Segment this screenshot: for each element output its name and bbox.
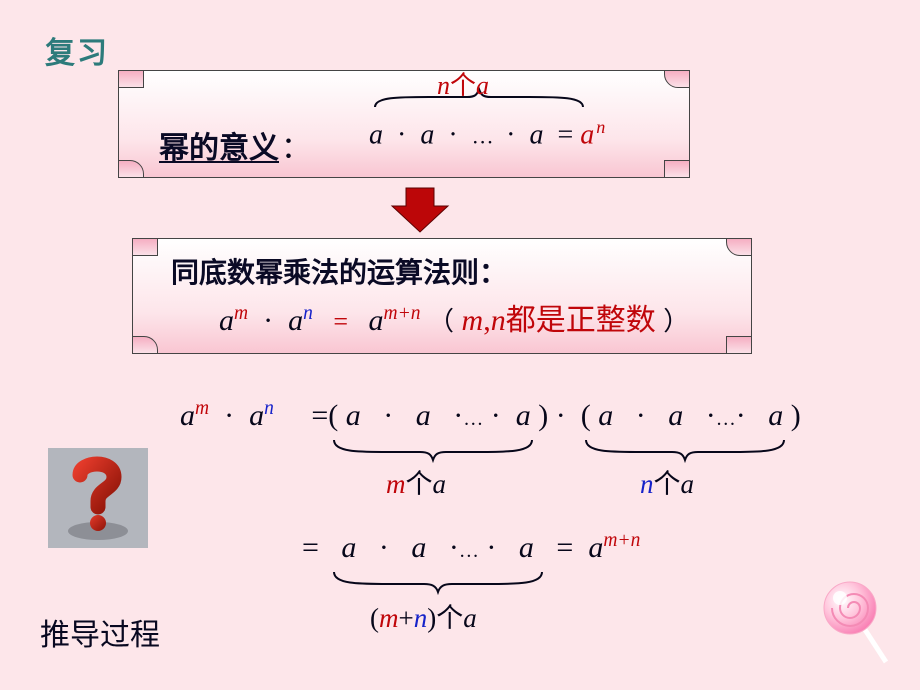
scroll1-label: 幂的意义 xyxy=(159,123,279,167)
underbrace-n xyxy=(580,436,790,464)
proof-line1: am · an =( a · a ·… · a ) · ( a · a ·…· … xyxy=(180,398,801,433)
down-arrow-icon xyxy=(390,186,450,234)
derive-label: 推导过程 xyxy=(40,610,160,654)
scroll2-formula: am · an = am+n （ m,n都是正整数 ） xyxy=(219,295,689,339)
scroll-same-base-rule: 同底数幂乘法的运算法则： am · an = am+n （ m,n都是正整数 ） xyxy=(132,238,752,354)
scroll-power-meaning: n个a 幂的意义 ： a · a · … · a = an xyxy=(118,70,690,178)
slide-title: 复习 xyxy=(45,28,109,72)
underbrace-n-label: n个a xyxy=(640,462,694,501)
proof-line2: = a · a ·… · a = am+n xyxy=(302,530,640,565)
underbrace-mn-label: (m+n)个a xyxy=(370,596,477,635)
overbrace-label: n个a xyxy=(437,65,489,102)
question-mark-icon xyxy=(58,453,138,543)
scroll1-formula: a · a · … · a = an xyxy=(369,117,605,151)
underbrace-m xyxy=(328,436,538,464)
underbrace-m-label: m个a xyxy=(386,462,446,501)
underbrace-mn xyxy=(328,568,548,596)
scroll2-label: 同底数幂乘法的运算法则： xyxy=(171,251,507,291)
question-mark-graphic xyxy=(48,448,148,548)
scroll1-colon: ： xyxy=(281,123,311,167)
lollipop-icon xyxy=(816,578,896,668)
